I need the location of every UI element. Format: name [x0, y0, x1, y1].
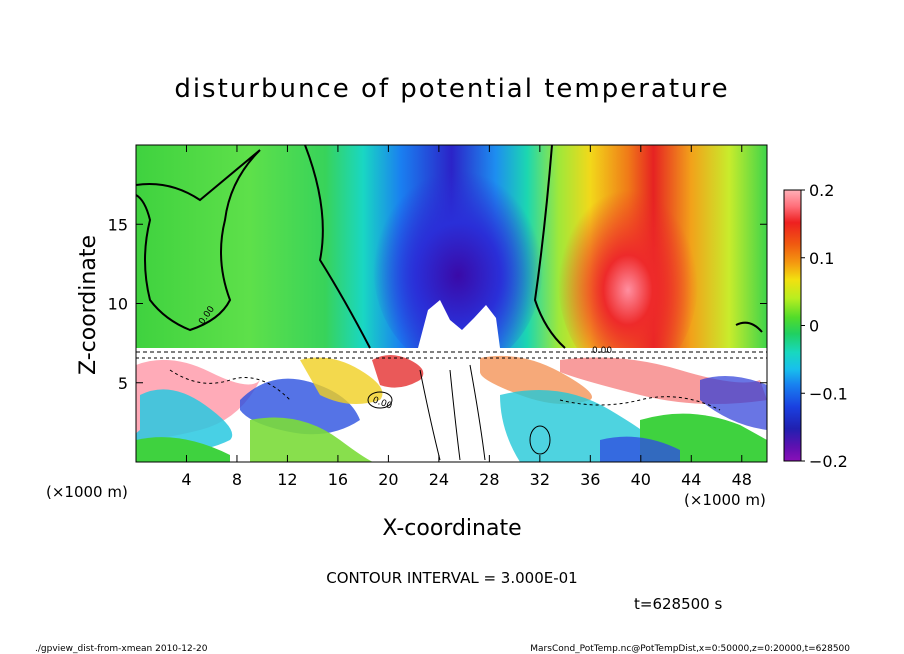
- x-tick-label: 28: [479, 470, 499, 489]
- y-tick-label: 15: [108, 215, 128, 234]
- footer-left: ./gpview_dist-from-xmean 2010-12-20: [35, 644, 208, 654]
- x-axis-label: X-coordinate: [382, 516, 521, 541]
- colorbar-tick-label: 0.1: [809, 249, 834, 268]
- contour-label: 0.00: [592, 346, 612, 356]
- y-tick-label: 5: [118, 374, 128, 393]
- x-tick-label: 8: [232, 470, 242, 489]
- x-tick-label: 44: [681, 470, 701, 489]
- time-label: t=628500 s: [634, 595, 722, 613]
- colorbar: [783, 189, 802, 462]
- x-tick-label: 40: [631, 470, 651, 489]
- y-axis-label: Z-coordinate: [76, 235, 101, 375]
- x-tick-label: 36: [580, 470, 600, 489]
- x-axis-ticks: 4 8 12 16 20 24 28 32 36 40 44 48: [181, 145, 752, 489]
- x-unit-right: (×1000 m): [684, 491, 766, 509]
- colorbar-tick-label: −0.1: [809, 384, 848, 403]
- x-unit-left: (×1000 m): [46, 483, 128, 501]
- contour-interval: CONTOUR INTERVAL = 3.000E-01: [326, 569, 577, 587]
- colorbar-tick-label: 0: [809, 317, 819, 336]
- x-tick-label: 12: [277, 470, 297, 489]
- x-tick-label: 20: [378, 470, 398, 489]
- colorbar-tick-label: −0.2: [809, 452, 848, 471]
- lower-contours: [136, 351, 767, 461]
- x-tick-label: 32: [530, 470, 550, 489]
- contour-lines: [136, 145, 763, 349]
- footer-right: MarsCond_PotTemp.nc@PotTempDist,x=0:5000…: [530, 644, 850, 654]
- chart-title: disturbunce of potential temperature: [174, 74, 730, 104]
- x-tick-label: 16: [328, 470, 348, 489]
- colorbar-tick-label: 0.2: [809, 181, 834, 200]
- y-axis-ticks: 5 10 15: [108, 215, 767, 393]
- x-tick-label: 4: [181, 470, 191, 489]
- x-tick-label: 24: [429, 470, 449, 489]
- heatmap-field: 0.00 0.00 0.00: [136, 145, 767, 462]
- x-tick-label: 48: [732, 470, 752, 489]
- y-tick-label: 10: [108, 295, 128, 314]
- colorbar-ticks: 0.2 0.1 0 −0.1 −0.2: [801, 181, 848, 471]
